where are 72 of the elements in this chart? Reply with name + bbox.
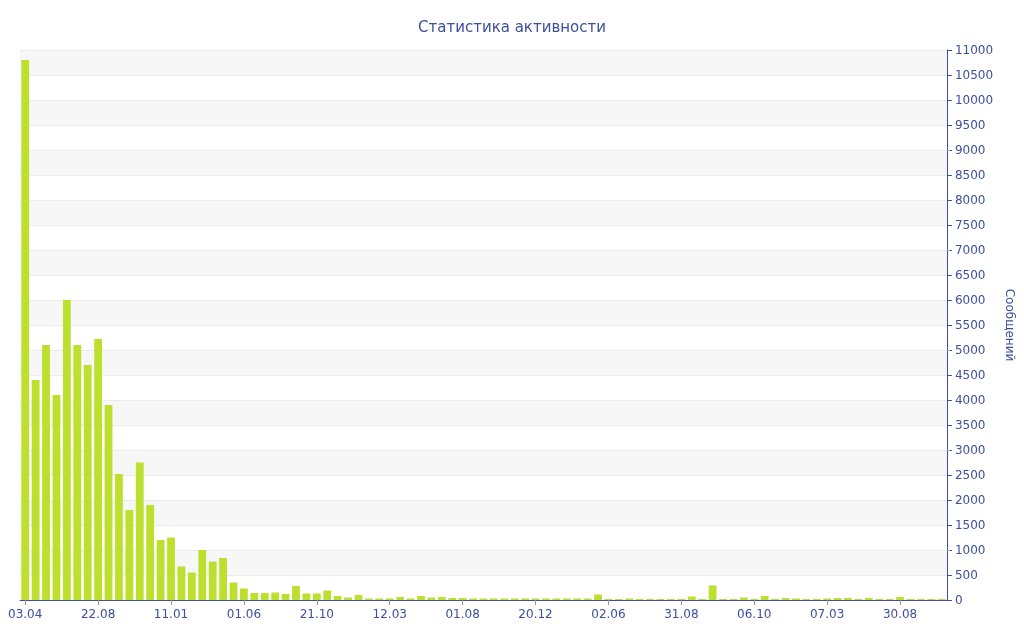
bar [94,339,103,600]
y-tick-label: 3500 [954,418,986,432]
bar [125,510,134,600]
bar [104,405,113,600]
bar [156,540,165,600]
y-tick-label: 11000 [954,43,994,57]
bar [437,597,446,600]
y-tick-label: 4000 [954,393,986,407]
y-tick-label: 0 [954,593,963,607]
y-tick-label: 1500 [954,518,986,532]
y-tick-label: 4500 [954,368,986,382]
bar [21,60,30,600]
x-tick-label: 20.12 [518,607,553,621]
bar [760,596,769,600]
x-tick-label: 07.03 [809,607,845,621]
y-tick-label: 5000 [954,343,986,357]
y-tick-label: 7000 [954,243,986,257]
y-tick-label: 2000 [954,493,986,507]
y-tick-label: 9000 [954,143,986,157]
bar [292,586,300,600]
bar [42,345,50,600]
y-tick-label: 8000 [954,193,986,207]
x-tick-label: 02.06 [591,607,626,621]
y-tick-label: 6500 [954,268,986,282]
x-tick-label: 03.04 [8,607,43,621]
y-tick-label: 8500 [954,168,986,182]
bar [323,590,332,600]
bar [187,572,196,600]
y-tick-label: 10500 [954,68,994,82]
x-tick-label: 12.03 [372,607,407,621]
bar [896,597,904,600]
y-tick-label: 6000 [954,293,986,307]
x-tick-label: 01.08 [445,607,480,621]
x-tick-label: 22.08 [80,607,116,621]
y-tick-label: 2500 [954,468,986,482]
bar [167,537,175,600]
y-tick-label: 500 [954,568,978,582]
x-tick-label: 30.08 [882,607,918,621]
bar [260,593,269,600]
y-tick-label: 1000 [954,543,986,557]
x-tick-label: 21.10 [299,607,334,621]
bar [417,596,425,600]
chart-title: Статистика активности [418,17,606,36]
bar [250,593,259,600]
bar [219,558,227,600]
bar [73,345,82,600]
bar [146,505,155,600]
bar [240,588,248,600]
x-tick-label: 11.01 [153,607,189,621]
y-tick-label: 3000 [954,443,986,457]
y-axis-title: Сообщений [1003,288,1017,362]
x-tick-label: 06.10 [737,607,772,621]
bar [354,595,363,600]
y-tick-label: 7500 [954,218,986,232]
bar [333,596,342,600]
bar [83,365,92,600]
x-tick-label: 31.08 [664,607,699,621]
bar [31,380,40,600]
bar [52,395,61,600]
bar [208,561,217,600]
bar [271,592,280,600]
bar [198,550,207,600]
bar [312,593,321,600]
bar [135,462,144,600]
bar [62,300,71,600]
y-tick-label: 5500 [954,318,986,332]
bar [594,594,602,600]
y-tick-label: 10000 [954,93,994,107]
y-tick-label: 9500 [954,118,986,132]
x-tick-label: 01.06 [226,607,262,621]
bar [115,474,123,600]
bar [396,597,405,600]
